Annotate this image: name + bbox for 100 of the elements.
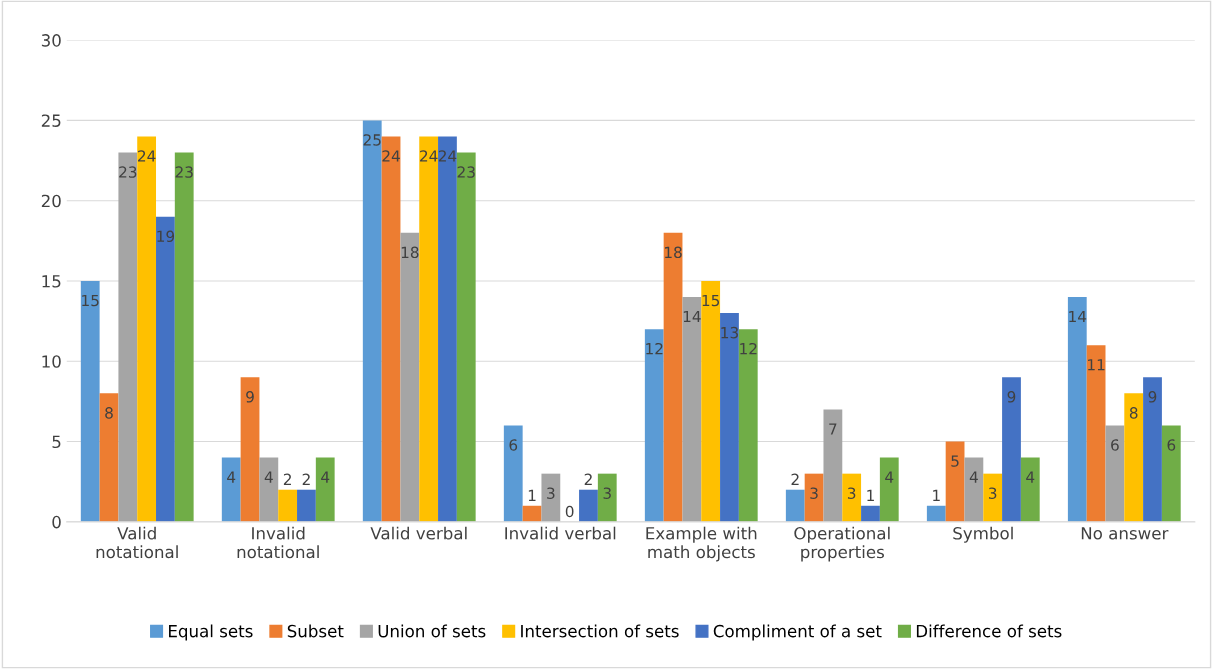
bar	[456, 152, 476, 522]
bar	[137, 136, 157, 522]
bar	[597, 473, 617, 522]
data-label: 19	[157, 230, 175, 243]
bar	[118, 152, 138, 522]
bar	[861, 505, 880, 522]
bar	[362, 120, 382, 522]
bar	[945, 441, 965, 522]
legend-label: Subset	[287, 624, 344, 638]
data-label: 7	[829, 423, 837, 435]
data-label: 4	[321, 471, 330, 483]
bar	[297, 489, 316, 522]
bar	[842, 473, 862, 522]
data-label: 23	[175, 166, 193, 178]
bar	[701, 280, 721, 522]
y-tick-label: 25	[41, 114, 61, 127]
x-tick-label: Invalid notational	[237, 526, 319, 559]
data-label: 15	[702, 294, 720, 307]
x-tick-label: Operational properties	[794, 526, 890, 562]
bar	[983, 473, 1003, 522]
bar	[156, 216, 175, 522]
data-label: 3	[603, 487, 611, 499]
data-label: 4	[885, 471, 894, 483]
bar	[503, 425, 523, 522]
data-label: 1	[933, 489, 940, 501]
bar	[1124, 393, 1144, 522]
y-tick-label: 10	[42, 355, 61, 368]
y-tick-label: 20	[41, 194, 61, 208]
bar	[1086, 345, 1106, 522]
data-label: 23	[119, 166, 137, 178]
bar	[80, 280, 100, 522]
data-label: 12	[740, 342, 757, 355]
bar	[926, 505, 946, 522]
x-tick-label: No answer	[1081, 527, 1169, 540]
bar	[541, 473, 561, 522]
data-label: 2	[584, 473, 592, 485]
data-label: 5	[951, 455, 959, 467]
data-label: 9	[246, 391, 254, 403]
data-label: 23	[457, 166, 475, 178]
bar	[579, 489, 598, 522]
data-label: 3	[847, 487, 856, 499]
bar	[964, 457, 984, 522]
data-label: 24	[138, 150, 156, 162]
bar	[1143, 377, 1162, 522]
data-label: 24	[382, 150, 400, 162]
bar	[259, 457, 279, 522]
data-label: 1	[528, 489, 536, 501]
data-label: 3	[988, 487, 997, 499]
data-label: 8	[105, 407, 113, 419]
bar	[221, 457, 241, 522]
legend-label: Difference of sets	[916, 624, 1062, 638]
data-label: 18	[401, 246, 419, 259]
bar	[785, 489, 805, 522]
bar	[1020, 457, 1040, 522]
bar	[315, 457, 335, 522]
bar	[400, 232, 420, 522]
legend-label: Compliment of a set	[713, 624, 882, 641]
data-label: 4	[264, 471, 273, 483]
legend-label: Equal sets	[169, 624, 253, 641]
y-tick-label: 0	[52, 515, 61, 529]
data-label: 2	[283, 473, 291, 485]
data-label: 11	[1088, 359, 1105, 371]
bar	[804, 473, 824, 522]
bar	[663, 232, 683, 522]
bar	[823, 409, 843, 522]
bar	[381, 136, 401, 522]
data-label: 8	[1129, 407, 1138, 419]
bar	[738, 329, 758, 522]
data-label: 6	[509, 439, 518, 451]
bar	[879, 457, 899, 522]
y-tick-label: 30	[41, 34, 61, 47]
data-label: 4	[1026, 471, 1035, 483]
x-tick-label: Invalid verbal	[505, 526, 616, 540]
bar	[1002, 377, 1021, 522]
data-label: 1	[867, 489, 874, 501]
bar	[99, 393, 119, 522]
y-tick-label: 5	[52, 435, 61, 449]
bar	[1105, 425, 1125, 522]
data-label: 14	[683, 310, 701, 323]
data-label: 13	[721, 326, 738, 339]
bar	[240, 377, 260, 522]
data-label: 2	[791, 473, 799, 485]
data-label: 2	[302, 473, 310, 485]
legend-label: Union of sets	[378, 624, 486, 638]
data-label: 9	[1148, 391, 1157, 403]
bar	[644, 329, 664, 522]
data-label: 24	[438, 150, 457, 162]
x-tick-label: Valid notational	[96, 526, 178, 559]
data-label: 6	[1111, 439, 1119, 451]
data-label: 12	[646, 342, 663, 355]
data-label: 4	[969, 471, 978, 483]
bar	[419, 136, 439, 522]
bar	[438, 136, 457, 522]
data-label: 3	[547, 487, 555, 499]
x-tick-label: Valid verbal	[370, 526, 467, 540]
data-label: 15	[82, 294, 99, 307]
data-label: 24	[420, 150, 438, 162]
data-label: 3	[810, 487, 818, 499]
data-label: 9	[1007, 391, 1016, 403]
y-tick-label: 15	[42, 275, 61, 288]
